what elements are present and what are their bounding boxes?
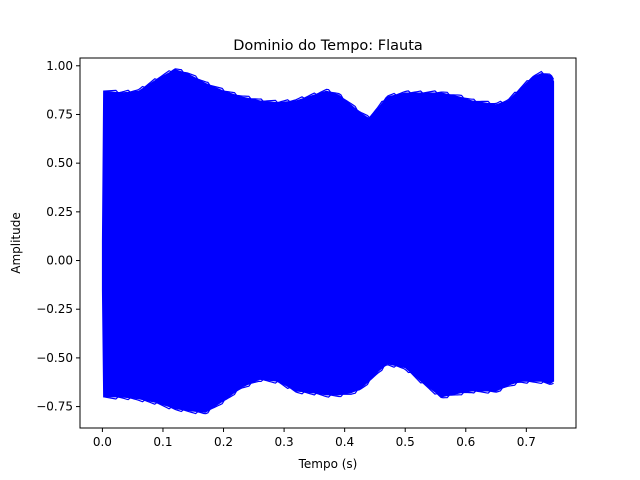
signal-upper-edge-0 xyxy=(103,68,555,119)
y-tick-label: 0.75 xyxy=(46,107,73,121)
x-axis-ticks: 0.0 0.1 0.2 0.3 0.4 0.5 0.6 0.7 xyxy=(93,428,536,449)
y-tick-label: −0.50 xyxy=(36,351,73,365)
x-tick-label: 0.7 xyxy=(517,435,536,449)
y-tick-label: 0.50 xyxy=(46,156,73,170)
x-tick-label: 0.1 xyxy=(153,435,172,449)
x-tick-label: 0.3 xyxy=(275,435,294,449)
chart-title: Dominio do Tempo: Flauta xyxy=(233,38,423,54)
x-tick-label: 0.0 xyxy=(93,435,112,449)
y-tick-label: 1.00 xyxy=(46,59,73,73)
x-tick-label: 0.6 xyxy=(456,435,475,449)
x-tick-label: 0.4 xyxy=(335,435,354,449)
signal-envelope-0 xyxy=(101,69,555,413)
series-layer xyxy=(101,68,555,415)
x-tick-label: 0.5 xyxy=(396,435,415,449)
y-tick-label: −0.25 xyxy=(36,302,73,316)
y-tick-label: 0.00 xyxy=(46,254,73,268)
x-axis-label: Tempo (s) xyxy=(298,457,358,471)
y-axis-ticks: 1.00 0.75 0.50 0.25 0.00 −0.25 −0.50 −0.75 xyxy=(36,59,80,414)
signal-lower-edge-0 xyxy=(103,364,554,415)
plot-frame xyxy=(79,57,577,429)
x-tick-label: 0.2 xyxy=(214,435,233,449)
y-axis-label: Amplitude xyxy=(9,212,23,274)
y-tick-label: −0.75 xyxy=(36,400,73,414)
y-tick-label: 0.25 xyxy=(46,205,73,219)
